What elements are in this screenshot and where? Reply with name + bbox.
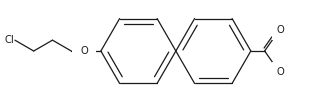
Text: Cl: Cl [4,35,14,45]
Text: O: O [277,67,284,77]
Text: O: O [277,25,284,35]
Text: O: O [80,46,88,56]
